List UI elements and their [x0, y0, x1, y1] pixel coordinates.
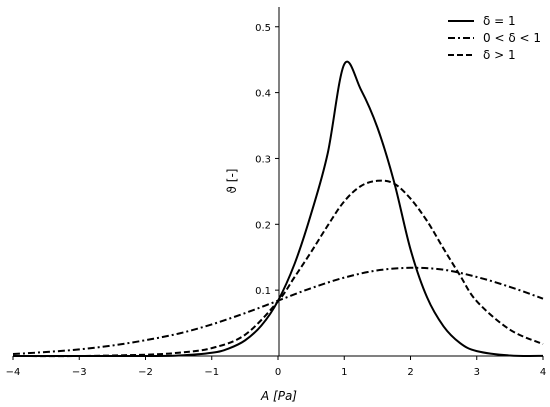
x-axis-label: A [Pa] [260, 389, 297, 403]
axes [13, 7, 543, 357]
x-tick-label: −2 [138, 367, 153, 378]
y-tick-label: 0.4 [255, 89, 271, 100]
y-ticks: 0.1 0.2 0.3 0.4 0.5 [255, 23, 279, 297]
series-line-delta-gt-1 [12, 179, 544, 358]
y-tick-label: 0.5 [255, 23, 271, 34]
legend-label-delta-between: 0 < δ < 1 [483, 31, 541, 45]
x-tick-label: 4 [540, 367, 546, 378]
x-tick-label: −3 [72, 367, 87, 378]
x-tick-label: 2 [407, 367, 413, 378]
series-lines [12, 60, 544, 358]
series-line-delta-eq-1 [13, 60, 544, 358]
x-tick-label: 3 [474, 367, 480, 378]
y-tick-label: 0.3 [255, 154, 271, 165]
x-ticks: −4 −3 −2 −1 0 1 2 3 4 [6, 356, 546, 378]
x-tick-label: −1 [204, 367, 219, 378]
y-tick-label: 0.2 [255, 220, 271, 231]
legend-label-delta-gt-1: δ > 1 [483, 48, 516, 62]
x-tick-label: −4 [6, 367, 21, 378]
y-axis-label: ϑ [-] [225, 169, 239, 194]
y-tick-label: 0.1 [255, 286, 271, 297]
x-tick-label: 1 [341, 367, 347, 378]
legend-label-delta-eq-1: δ = 1 [483, 14, 516, 28]
x-tick-label: 0 [275, 367, 281, 378]
legend: δ = 1 0 < δ < 1 δ > 1 [448, 14, 541, 62]
